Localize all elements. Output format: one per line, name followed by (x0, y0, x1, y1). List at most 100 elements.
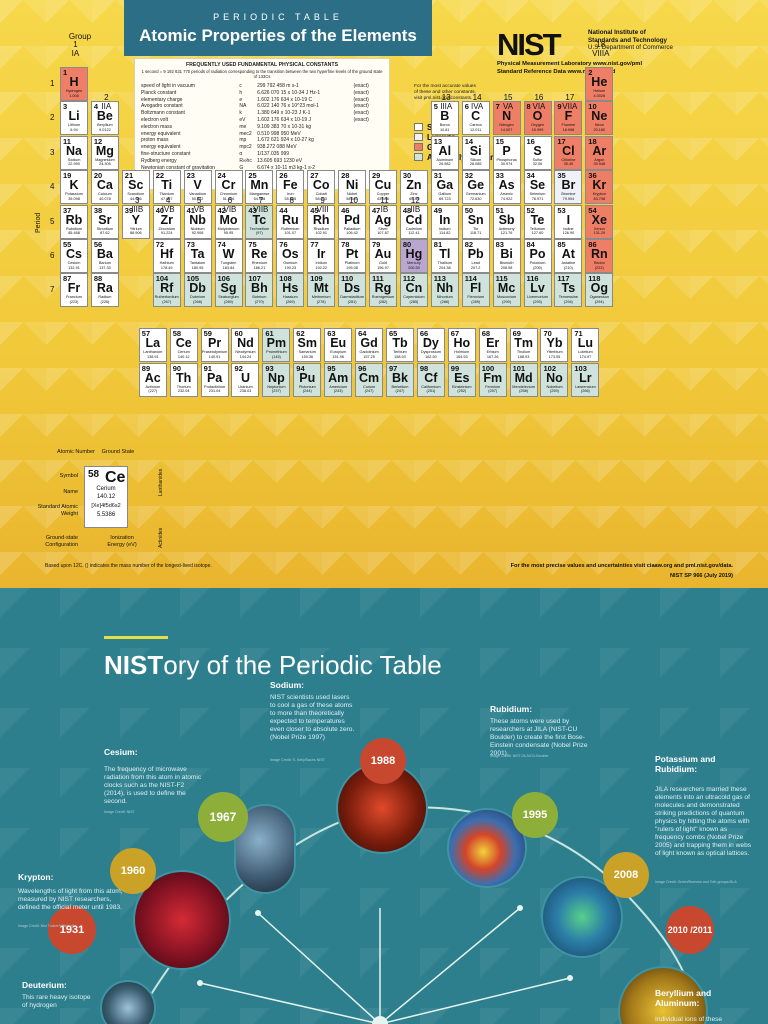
element-cm[interactable]: 96 Cm Curium (247) (355, 362, 384, 397)
element-ge[interactable]: 32 Ge Germanium 72.630 (461, 170, 490, 205)
element-in[interactable]: 49 In Indium 114.82 (430, 204, 459, 239)
element-i[interactable]: 53 I Iodine 126.90 (554, 204, 583, 239)
element-cn[interactable]: 112 Cn Copernicium (285) (399, 273, 428, 308)
element-rn[interactable]: 86 Rn Radon (222) (585, 239, 614, 273)
element-yb[interactable]: 70 Yb Ytterbium 173.05 (540, 328, 569, 363)
element-hf[interactable]: 72 Hf Hafnium 178.49 (152, 239, 181, 273)
element-ac[interactable]: 89 Ac Actinium (227) (138, 362, 167, 397)
element-ca[interactable]: 20 Ca Calcium 40.078 (90, 170, 119, 205)
element-te[interactable]: 52 Te Tellurium 127.60 (523, 204, 552, 239)
element-pt[interactable]: 78 Pt Platinum 195.08 (338, 239, 367, 273)
element-ra[interactable]: 88 Ra Radium (226) (90, 273, 119, 308)
element-gd[interactable]: 64 Gd Gadolinium 157.25 (355, 328, 384, 363)
element-nb[interactable]: 41 Nb Niobium 92.906 (183, 204, 212, 239)
element-nd[interactable]: 60 Nd Neodymium 144.24 (231, 328, 260, 363)
element-tm[interactable]: 69 Tm Thulium 168.93 (509, 328, 538, 363)
element-rf[interactable]: 104 Rf Rutherfordium (267) (152, 273, 181, 308)
element-be[interactable]: 4 Be Beryllium 9.0122 (90, 101, 119, 136)
element-w[interactable]: 74 W Tungsten 183.84 (214, 239, 243, 273)
element-zr[interactable]: 40 Zr Zirconium 91.224 (152, 204, 181, 239)
element-no[interactable]: 102 No Nobelium (259) (540, 362, 569, 397)
element-ru[interactable]: 44 Ru Ruthenium 101.07 (276, 204, 305, 239)
element-zn[interactable]: 30 Zn Zinc 65.38 (399, 170, 428, 205)
element-sr[interactable]: 38 Sr Strontium 87.62 (90, 204, 119, 239)
element-au[interactable]: 79 Au Gold 196.97 (369, 239, 397, 273)
element-bh[interactable]: 107 Bh Bohrium (270) (245, 273, 274, 308)
element-dy[interactable]: 66 Dy Dysprosium 162.50 (416, 328, 445, 363)
element-rh[interactable]: 45 Rh Rhodium 102.91 (307, 204, 336, 239)
element-bi[interactable]: 83 Bi Bismuth 208.98 (492, 239, 521, 273)
element-y[interactable]: 39 Y Yttrium 88.906 (121, 204, 150, 239)
element-lr[interactable]: 103 Lr Lawrencium (266) (571, 362, 600, 397)
element-fm[interactable]: 100 Fm Fermium (257) (478, 362, 507, 397)
element-s[interactable]: 16 S Sulfur 32.06 (523, 135, 552, 170)
element-md[interactable]: 101 Md Mendelevium (258) (509, 362, 538, 397)
element-na[interactable]: 11 Na Sodium 22.990 (60, 135, 88, 170)
element-mt[interactable]: 109 Mt Meitnerium (278) (307, 273, 336, 308)
element-mg[interactable]: 12 Mg Magnesium 24.305 (90, 135, 119, 170)
element-br[interactable]: 35 Br Bromine 79.904 (554, 170, 583, 205)
element-c[interactable]: 6 C Carbon 12.011 (461, 101, 490, 136)
element-ga[interactable]: 31 Ga Gallium 69.723 (430, 170, 459, 205)
element-ba[interactable]: 56 Ba Barium 137.33 (90, 239, 119, 273)
element-ts[interactable]: 117 Ts Tennessine (294) (554, 273, 583, 308)
element-at[interactable]: 85 At Astatine (210) (554, 239, 583, 273)
element-u[interactable]: 92 U Uranium 238.03 (231, 362, 260, 397)
element-db[interactable]: 105 Db Dubnium (268) (183, 273, 212, 308)
element-am[interactable]: 95 Am Americium (243) (324, 362, 353, 397)
element-nh[interactable]: 113 Nh Nihonium (286) (430, 273, 459, 308)
element-tc[interactable]: 43 Tc Technetium (97) (245, 204, 274, 239)
element-sg[interactable]: 106 Sg Seaborgium (269) (214, 273, 243, 308)
element-sc[interactable]: 21 Sc Scandium 44.956 (121, 170, 150, 205)
element-ho[interactable]: 67 Ho Holmium 164.93 (447, 328, 476, 363)
element-np[interactable]: 93 Np Neptunium (237) (262, 362, 291, 397)
element-tl[interactable]: 81 Tl Thallium 204.38 (430, 239, 459, 273)
element-re[interactable]: 75 Re Rhenium 186.21 (245, 239, 274, 273)
element-fe[interactable]: 26 Fe Iron 55.845 (276, 170, 305, 205)
element-sb[interactable]: 51 Sb Antimony 121.76 (492, 204, 521, 239)
element-ds[interactable]: 110 Ds Darmstadtium (281) (338, 273, 367, 308)
element-ag[interactable]: 47 Ag Silver 107.87 (369, 204, 397, 239)
element-lu[interactable]: 71 Lu Lutetium 174.97 (571, 328, 600, 363)
element-v[interactable]: 23 V Vanadium 50.942 (183, 170, 212, 205)
element-cf[interactable]: 98 Cf Californium (251) (416, 362, 445, 397)
element-tb[interactable]: 65 Tb Terbium 158.93 (385, 328, 414, 363)
element-kr[interactable]: 36 Kr Krypton 83.798 (585, 170, 614, 205)
element-ta[interactable]: 73 Ta Tantalum 180.95 (183, 239, 212, 273)
element-se[interactable]: 34 Se Selenium 78.971 (523, 170, 552, 205)
element-xe[interactable]: 54 Xe Xenon 131.29 (585, 204, 614, 239)
element-fr[interactable]: 87 Fr Francium (223) (60, 273, 88, 308)
element-ni[interactable]: 28 Ni Nickel 58.693 (338, 170, 367, 205)
element-pm[interactable]: 61 Pm Promethium (145) (262, 328, 291, 363)
element-cd[interactable]: 48 Cd Cadmium 112.41 (399, 204, 428, 239)
element-sn[interactable]: 50 Sn Tin 118.71 (461, 204, 490, 239)
element-pu[interactable]: 94 Pu Plutonium (244) (293, 362, 322, 397)
element-ce[interactable]: 58 Ce Cerium 140.12 (169, 328, 198, 363)
element-as[interactable]: 33 As Arsenic 74.922 (492, 170, 521, 205)
element-f[interactable]: 9 F Fluorine 18.998 (554, 101, 583, 136)
element-he[interactable]: 2 He Helium 4.0026 (585, 67, 614, 101)
element-es[interactable]: 99 Es Einsteinium (252) (447, 362, 476, 397)
element-pd[interactable]: 46 Pd Palladium 106.42 (338, 204, 367, 239)
element-hs[interactable]: 108 Hs Hassium (269) (276, 273, 305, 308)
element-b[interactable]: 5 B Boron 10.81 (430, 101, 459, 136)
element-rg[interactable]: 111 Rg Roentgenium (282) (369, 273, 397, 308)
element-bk[interactable]: 97 Bk Berkelium (247) (385, 362, 414, 397)
element-fl[interactable]: 114 Fl Flerovium (289) (461, 273, 490, 308)
element-p[interactable]: 15 P Phosphorus 30.974 (492, 135, 521, 170)
element-lv[interactable]: 116 Lv Livermorium (293) (523, 273, 552, 308)
element-k[interactable]: 19 K Potassium 39.098 (60, 170, 88, 205)
srd-link[interactable]: Standard Reference Data www.nist.gov/srd (497, 69, 616, 75)
element-ne[interactable]: 10 Ne Neon 20.180 (585, 101, 614, 136)
element-si[interactable]: 14 Si Silicon 28.085 (461, 135, 490, 170)
element-rb[interactable]: 37 Rb Rubidium 85.468 (60, 204, 88, 239)
element-cr[interactable]: 24 Cr Chromium 51.996 (214, 170, 243, 205)
element-h[interactable]: 1 H Hydrogen 1.008 (60, 67, 88, 101)
element-er[interactable]: 68 Er Erbium 167.26 (478, 328, 507, 363)
pml-link[interactable]: Physical Measurement Laboratory www.nist… (497, 61, 643, 67)
element-cl[interactable]: 17 Cl Chlorine 35.45 (554, 135, 583, 170)
element-n[interactable]: 7 N Nitrogen 14.007 (492, 101, 521, 136)
element-pa[interactable]: 91 Pa Protactinium 231.04 (200, 362, 229, 397)
element-po[interactable]: 84 Po Polonium (209) (523, 239, 552, 273)
element-og[interactable]: 118 Og Oganesson (294) (585, 273, 614, 308)
